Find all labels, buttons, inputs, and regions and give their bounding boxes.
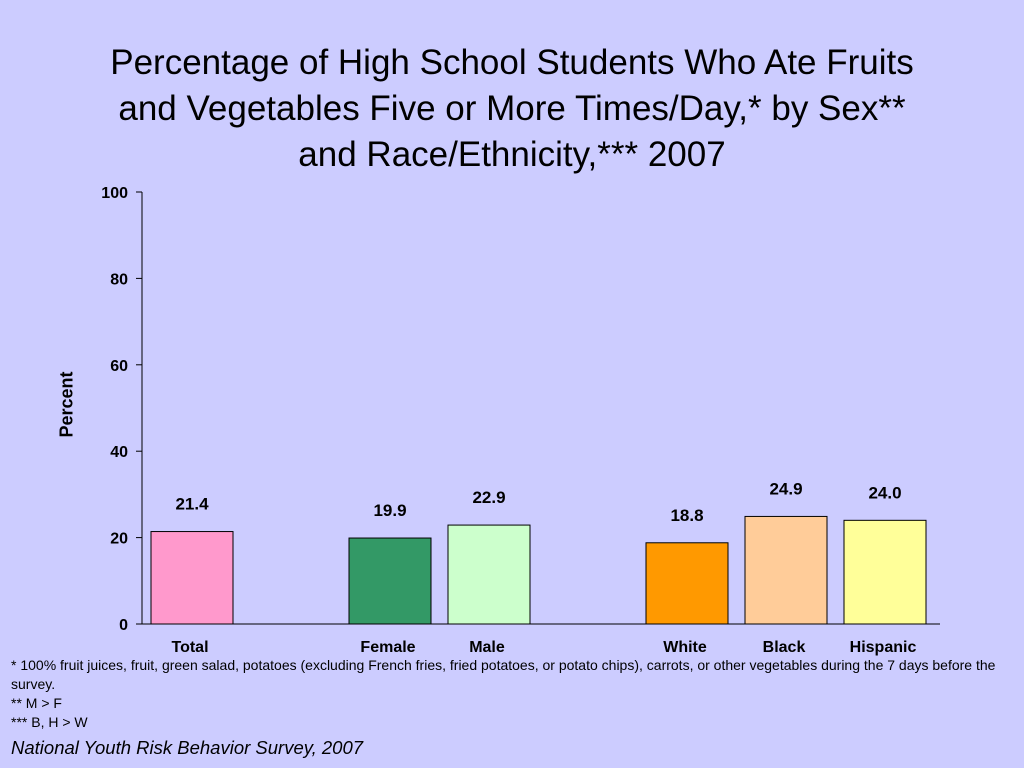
x-tick-label-male: Male: [469, 639, 505, 656]
bar-female: [348, 537, 432, 625]
x-tick-label-hispanic: Hispanic: [850, 639, 917, 656]
source-citation: National Youth Risk Behavior Survey, 200…: [11, 737, 364, 758]
bar-black: [744, 515, 828, 625]
x-tick-label-female: Female: [360, 639, 415, 656]
y-tick-label: 20: [110, 531, 128, 548]
footnote-2: ** M > F: [11, 695, 62, 711]
y-axis: 0 20 40 60 80 100: [101, 185, 143, 634]
chart-title-line-2: and Vegetables Five or More Times/Day,* …: [118, 89, 906, 128]
value-label-black: 24.9: [769, 479, 802, 498]
x-tick-label-white: White: [663, 639, 707, 656]
x-tick-label-total: Total: [171, 639, 208, 656]
footnote-1: * 100% fruit juices, fruit, green salad,…: [11, 657, 996, 692]
value-labels: 21.4 19.9 22.9 18.8 24.9 24.0: [175, 479, 901, 524]
value-label-female: 19.9: [373, 501, 406, 520]
bar-chart: 0 20 40 60 80 100 21.4 19.9 22.9 18.8 24.9 24.0 To…: [101, 185, 940, 656]
footnote-3: *** B, H > W: [11, 714, 88, 730]
y-tick-label: 80: [110, 271, 128, 288]
value-label-hispanic: 24.0: [868, 483, 901, 502]
bar-male: [447, 524, 531, 625]
bars: [150, 515, 927, 625]
y-tick-label: 40: [110, 444, 128, 461]
chart-title-line-3: and Race/Ethnicity,*** 2007: [298, 135, 726, 174]
chart-title-line-1: Percentage of High School Students Who A…: [110, 43, 914, 82]
footnotes: * 100% fruit juices, fruit, green salad,…: [11, 656, 1011, 732]
y-tick-label: 0: [119, 617, 128, 634]
bar-hispanic: [843, 519, 927, 625]
value-label-male: 22.9: [472, 488, 505, 507]
bar-white: [645, 542, 729, 625]
value-label-total: 21.4: [175, 495, 209, 514]
y-tick-label: 60: [110, 358, 128, 375]
y-tick-label: 100: [101, 185, 128, 202]
x-tick-label-black: Black: [763, 639, 806, 656]
chart-title: Percentage of High School Students Who A…: [20, 40, 1004, 178]
bar-total: [150, 531, 234, 625]
x-axis-tick-labels: Total Female Male White Black Hispanic: [171, 639, 916, 656]
value-label-white: 18.8: [670, 506, 703, 525]
